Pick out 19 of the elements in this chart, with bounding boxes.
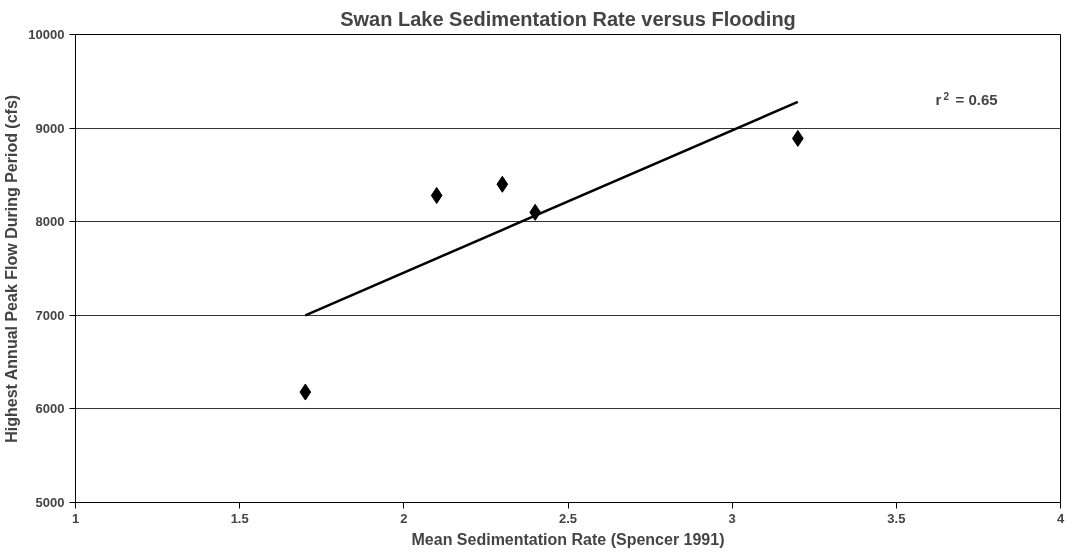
x-tick-label: 4 (1056, 510, 1065, 526)
x-tick-label: 1.5 (230, 510, 249, 526)
x-tick-label: 2 (400, 510, 408, 526)
x-tick-label: 1 (71, 510, 80, 526)
y-tick-label: 6000 (35, 401, 65, 417)
chart-title: Swan Lake Sedimentation Rate versus Flooding (340, 7, 796, 30)
x-tick-label: 2.5 (558, 510, 578, 526)
x-tick-label: 3.5 (887, 510, 906, 526)
y-axis-title: Highest Annual Peak Flow During Period (cfs) (3, 94, 21, 443)
y-tick-label: 5000 (35, 495, 65, 510)
point (430, 186, 443, 204)
x-axis-title: Mean Sedimentation Rate (Spencer 1991) (411, 530, 725, 548)
y-tick-label: 9000 (35, 120, 65, 136)
y-tick-label: 10000 (28, 27, 65, 42)
point (496, 175, 509, 193)
x-tick-label: 3 (728, 510, 736, 526)
point (299, 383, 312, 401)
y-tick-label: 8000 (35, 214, 65, 230)
y-tick-label: 7000 (35, 307, 65, 323)
